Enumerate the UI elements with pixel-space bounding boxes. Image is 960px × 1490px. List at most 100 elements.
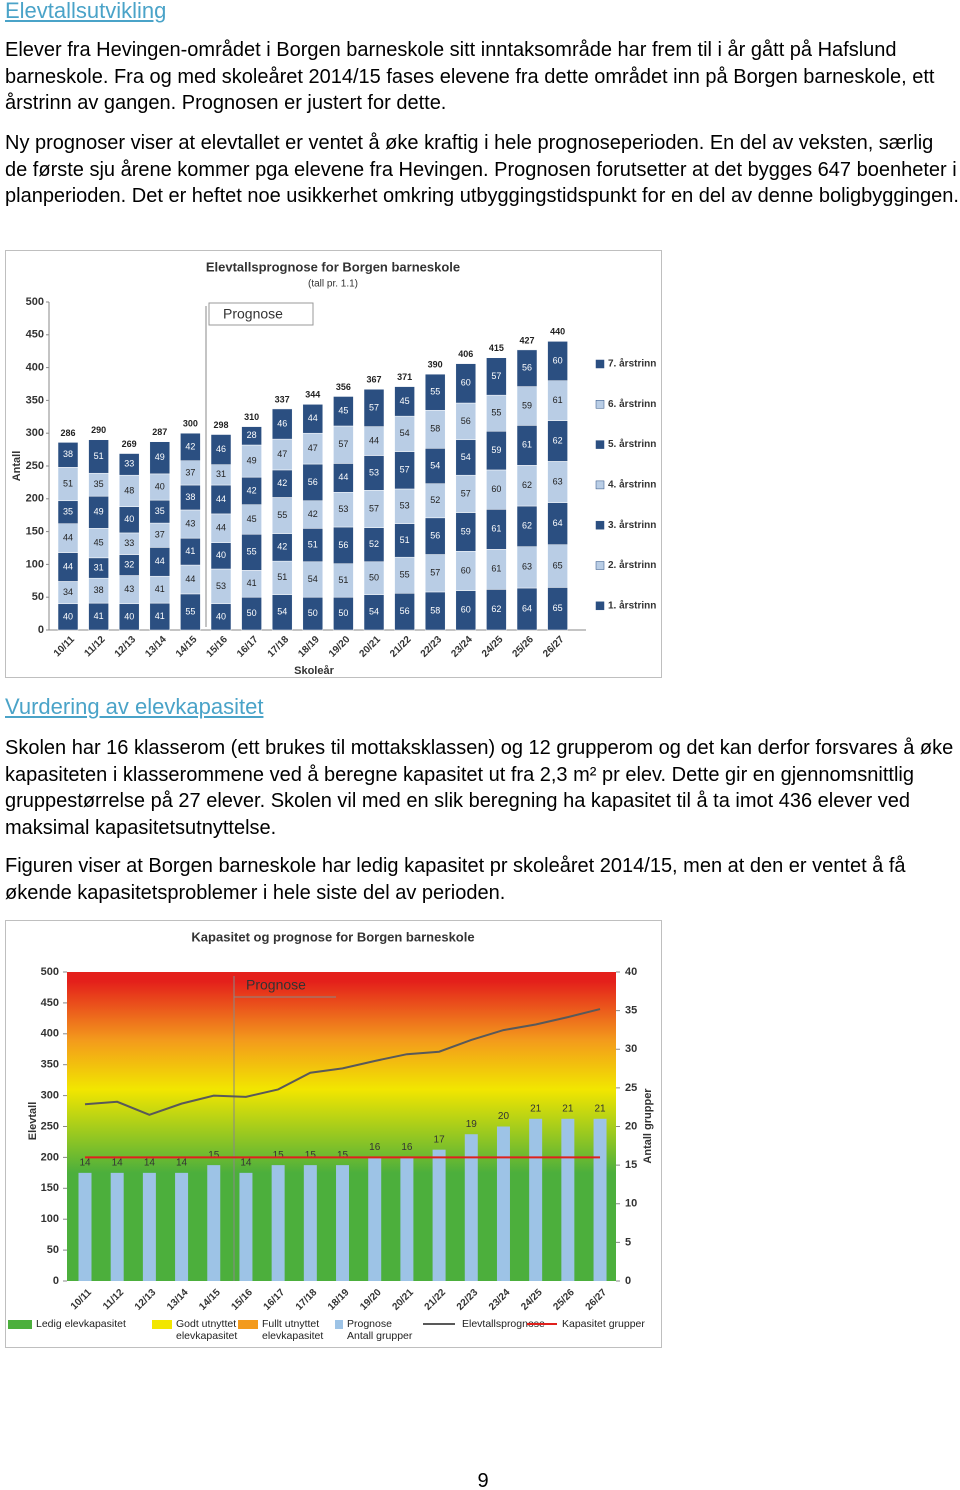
data-label: 62 [553, 435, 563, 445]
data-label: 55 [185, 606, 195, 616]
data-label: 15 [305, 1150, 317, 1161]
data-label: 16 [401, 1142, 413, 1153]
x-tick-label: 26/27 [541, 634, 567, 660]
data-label: 45 [247, 514, 257, 524]
y2-tick-label: 25 [625, 1082, 637, 1094]
data-label: 65 [553, 560, 563, 570]
data-label: 38 [185, 492, 195, 502]
x-tick-label: 23/24 [487, 1287, 513, 1313]
data-label: 61 [491, 564, 501, 574]
data-label: 43 [185, 518, 195, 528]
bar [464, 1134, 478, 1281]
data-label: 54 [430, 460, 440, 470]
bar-segment [149, 441, 171, 475]
bar-segment [455, 363, 477, 404]
data-label: 35 [63, 507, 73, 517]
data-label: 20 [498, 1111, 510, 1122]
bar [561, 1118, 575, 1281]
x-tick-label: 16/17 [262, 1287, 288, 1313]
data-label: 41 [94, 611, 104, 621]
total-label: 440 [550, 327, 565, 337]
data-label: 32 [124, 559, 134, 569]
x-tick-label: 13/14 [143, 634, 169, 660]
legend-swatch [595, 561, 605, 570]
legend-label: 1. årstrinn [608, 599, 656, 611]
chart: Elevtallsprognose for Borgen barneskole (… [5, 250, 662, 678]
data-label: 42 [277, 478, 287, 488]
y-axis-title: Elevtall [27, 1102, 39, 1141]
data-label: 31 [216, 469, 226, 479]
legend-label: 5. årstrinn [608, 438, 656, 450]
bar [303, 1165, 317, 1281]
bar [271, 1165, 285, 1281]
data-label: 17 [434, 1134, 446, 1145]
data-label: 15 [208, 1150, 220, 1161]
data-label: 61 [491, 524, 501, 534]
bar-segment [333, 396, 354, 427]
y-tick-label: 100 [26, 558, 44, 570]
data-label: 40 [216, 611, 226, 621]
data-label: 55 [430, 387, 440, 397]
data-label: 44 [185, 574, 195, 584]
y-tick-label: 450 [41, 997, 59, 1009]
bar-segment [394, 386, 415, 417]
bar [239, 1172, 253, 1281]
total-label: 367 [366, 375, 381, 385]
y-tick-label: 300 [41, 1090, 59, 1102]
x-tick-label: 10/11 [69, 1287, 94, 1312]
bar [175, 1172, 189, 1281]
data-label: 63 [522, 562, 532, 572]
paragraph: Skolen har 16 klasserom (ett brukes til … [5, 737, 954, 839]
chart-subtitle: (tall pr. 1.1) [308, 279, 358, 290]
y-tick-label: 150 [26, 526, 44, 538]
bar [529, 1118, 543, 1281]
data-label: 50 [369, 573, 379, 583]
data-label: 57 [430, 568, 440, 578]
y-axis-title: Antall [11, 451, 23, 482]
x-tick-label: 17/18 [294, 1287, 320, 1313]
data-label: 21 [562, 1103, 574, 1114]
data-label: 37 [155, 530, 165, 540]
x-tick-label: 24/25 [519, 1287, 545, 1313]
y-tick-label: 250 [41, 1120, 59, 1132]
total-label: 337 [275, 394, 290, 404]
data-label: 49 [247, 455, 257, 465]
y-tick-label: 250 [26, 460, 44, 472]
chart-title: Kapasitet og prognose for Borgen barnesk… [191, 929, 474, 944]
data-label: 38 [94, 585, 104, 595]
x-tick-label: 11/12 [82, 634, 107, 659]
data-label: 31 [94, 562, 104, 572]
y2-tick-label: 15 [625, 1159, 637, 1171]
data-label: 21 [530, 1103, 542, 1114]
bar-segment [210, 434, 232, 465]
data-label: 56 [308, 477, 318, 487]
data-label: 49 [155, 452, 165, 462]
data-label: 33 [124, 459, 134, 469]
legend-swatch [595, 440, 605, 449]
data-label: 42 [247, 485, 257, 495]
data-label: 44 [216, 523, 226, 533]
data-label: 44 [63, 533, 73, 543]
data-label: 50 [338, 608, 348, 618]
data-label: 44 [369, 435, 379, 445]
y-tick-label: 350 [26, 394, 44, 406]
bar [142, 1172, 156, 1281]
y-tick-label: 150 [41, 1182, 59, 1194]
data-label: 55 [400, 570, 410, 580]
x-tick-label: 20/21 [358, 634, 384, 660]
x-tick-label: 22/23 [455, 1287, 481, 1313]
data-label: 15 [273, 1150, 285, 1161]
bar-segment [516, 349, 538, 387]
legend-swatch [8, 1320, 32, 1329]
total-label: 287 [152, 427, 167, 437]
data-label: 62 [491, 604, 501, 614]
data-label: 57 [369, 402, 379, 412]
legend-label: Fullt utnyttet elevkapasitet [262, 1318, 324, 1342]
data-label: 56 [338, 540, 348, 550]
data-label: 57 [369, 503, 379, 513]
data-label: 45 [94, 537, 104, 547]
total-label: 356 [336, 382, 351, 392]
y-tick-label: 200 [26, 493, 44, 505]
data-label: 51 [63, 478, 73, 488]
data-label: 56 [522, 363, 532, 373]
